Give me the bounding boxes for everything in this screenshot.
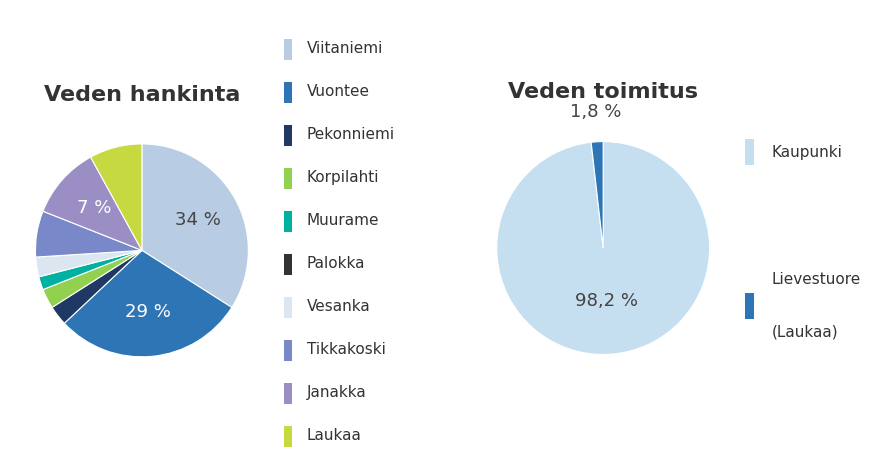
- Text: Muurame: Muurame: [307, 213, 378, 228]
- Bar: [284, 426, 292, 447]
- Text: Tikkakoski: Tikkakoski: [307, 342, 385, 357]
- Text: Laukaa: Laukaa: [307, 428, 361, 443]
- Text: 7 %: 7 %: [77, 199, 111, 217]
- Bar: [284, 383, 292, 404]
- Text: 29 %: 29 %: [125, 303, 170, 321]
- Text: (Laukaa): (Laukaa): [771, 325, 837, 340]
- Bar: [284, 82, 292, 102]
- Wedge shape: [496, 142, 709, 354]
- Wedge shape: [90, 144, 142, 250]
- Bar: [284, 39, 292, 59]
- Wedge shape: [142, 144, 248, 307]
- Text: Palokka: Palokka: [307, 256, 365, 271]
- Bar: [284, 211, 292, 232]
- Bar: [284, 254, 292, 275]
- Text: Vesanka: Vesanka: [307, 299, 370, 314]
- Wedge shape: [35, 250, 142, 277]
- Wedge shape: [52, 250, 142, 323]
- Bar: [284, 297, 292, 318]
- Bar: [744, 139, 753, 165]
- Wedge shape: [43, 157, 142, 250]
- Text: Janakka: Janakka: [307, 385, 366, 400]
- Text: Kaupunki: Kaupunki: [771, 145, 842, 160]
- Wedge shape: [39, 250, 142, 290]
- Text: Vuontee: Vuontee: [307, 84, 369, 99]
- Text: 1,8 %: 1,8 %: [569, 103, 620, 121]
- Text: Viitaniemi: Viitaniemi: [307, 41, 383, 56]
- Wedge shape: [590, 142, 602, 248]
- Wedge shape: [35, 211, 142, 257]
- Wedge shape: [43, 250, 142, 307]
- Text: Korpilahti: Korpilahti: [307, 170, 378, 185]
- Bar: [284, 168, 292, 189]
- Text: Lievestuore: Lievestuore: [771, 272, 860, 287]
- Bar: [284, 340, 292, 361]
- Text: 34 %: 34 %: [175, 211, 221, 228]
- Bar: [744, 293, 753, 319]
- Text: 98,2 %: 98,2 %: [574, 292, 637, 310]
- Wedge shape: [65, 250, 231, 357]
- Title: Veden toimitus: Veden toimitus: [508, 82, 697, 102]
- Title: Veden hankinta: Veden hankinta: [43, 85, 240, 105]
- Text: Pekonniemi: Pekonniemi: [307, 127, 394, 142]
- Bar: [284, 125, 292, 146]
